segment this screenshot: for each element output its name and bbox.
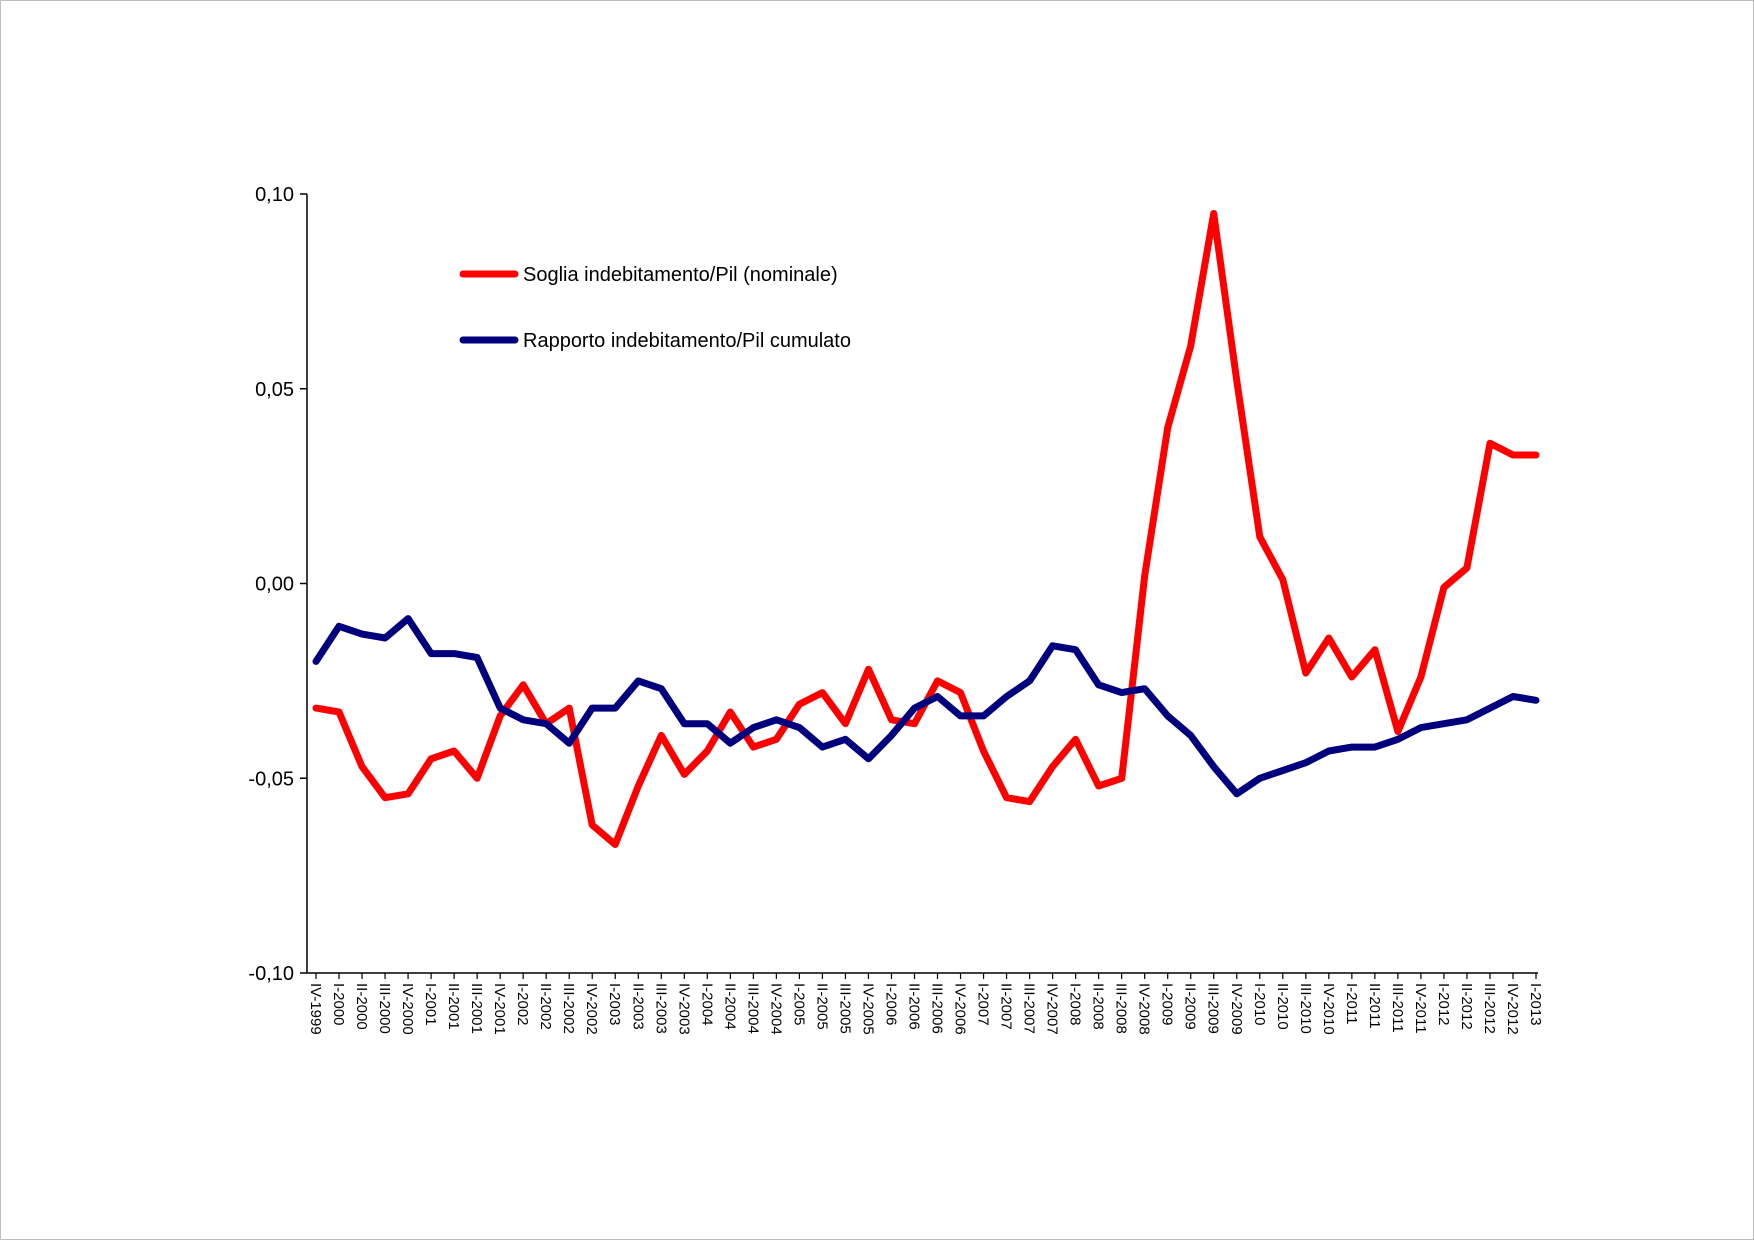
legend: Soglia indebitamento/Pil (nominale) Rappo… (459, 264, 851, 352)
x-tick-label: I-2012 (1435, 983, 1452, 1026)
y-tick-label: 0,00 (255, 574, 294, 596)
x-tick-label: III-2010 (1297, 983, 1314, 1034)
x-tick-label: II-2000 (353, 983, 370, 1030)
series-lines (312, 210, 1540, 848)
x-tick-label: II-2003 (629, 983, 646, 1030)
series-line-2 (312, 615, 1540, 798)
x-tick-label: IV-2008 (1136, 983, 1153, 1035)
x-tick-label: I-2005 (790, 983, 807, 1026)
x-tick-label: IV-2000 (399, 983, 416, 1035)
x-tick-label: III-2009 (1205, 983, 1222, 1034)
x-tick-label: I-2000 (330, 983, 347, 1026)
x-tick-label: I-2002 (514, 983, 531, 1026)
y-tick-label: 0,10 (255, 184, 294, 206)
x-tick-label: IV-2001 (491, 983, 508, 1035)
y-axis-ticks: 0,10 0,05 0,00 -0,05 -0,10 (248, 184, 307, 985)
x-tick-label: II-2012 (1458, 983, 1475, 1030)
x-tick-label: IV-2002 (583, 983, 600, 1035)
x-tick-label: IV-2003 (675, 983, 692, 1035)
x-tick-label: III-2004 (744, 983, 761, 1034)
x-tick-label: I-2007 (975, 983, 992, 1026)
x-tick-label: I-2010 (1251, 983, 1268, 1026)
x-tick-label: III-2008 (1113, 983, 1130, 1034)
x-tick-label: I-2006 (882, 983, 899, 1026)
y-tick-label: -0,05 (248, 768, 294, 790)
axes (306, 194, 1538, 974)
x-tick-label: III-2005 (836, 983, 853, 1034)
x-tick-label: I-2001 (422, 983, 439, 1026)
x-tick-label: III-2003 (652, 983, 669, 1034)
x-tick-label: IV-2012 (1504, 983, 1521, 1035)
x-tick-label: I-2003 (606, 983, 623, 1026)
x-tick-label: III-2000 (376, 983, 393, 1034)
x-tick-label: III-2002 (560, 983, 577, 1034)
x-tick-label: II-2007 (998, 983, 1015, 1030)
x-tick-label: IV-2011 (1412, 983, 1429, 1034)
y-tick-label: -0,10 (248, 963, 294, 985)
x-tick-label: II-2011 (1366, 983, 1383, 1029)
x-tick-label: III-2012 (1481, 983, 1498, 1034)
x-tick-label: II-2005 (813, 983, 830, 1030)
x-tick-label: IV-2009 (1228, 983, 1245, 1035)
x-tick-label: IV-2004 (767, 983, 784, 1035)
x-tick-label: IV-2007 (1044, 983, 1061, 1035)
x-tick-label: I-2008 (1067, 983, 1084, 1026)
legend-label-2: Rapporto indebitamento/Pil cumulato (523, 330, 851, 352)
x-tick-label: II-2004 (721, 983, 738, 1030)
y-tick-label: 0,05 (255, 379, 294, 401)
x-tick-label: II-2006 (905, 983, 922, 1030)
x-tick-label: I-2004 (698, 983, 715, 1026)
x-tick-label: I-2009 (1159, 983, 1176, 1026)
x-tick-label: II-2009 (1182, 983, 1199, 1030)
x-tick-label: II-2008 (1090, 983, 1107, 1030)
x-tick-label: III-2001 (468, 983, 485, 1034)
x-tick-label: III-2011 (1389, 983, 1406, 1033)
x-tick-label: IV-2006 (952, 983, 969, 1035)
x-tick-label: III-2007 (1021, 983, 1038, 1034)
x-tick-label: II-2002 (537, 983, 554, 1030)
x-tick-label: I-2013 (1527, 983, 1544, 1026)
x-tick-label: I-2011 (1343, 983, 1360, 1024)
x-tick-label: IV-1999 (307, 983, 324, 1035)
x-tick-label: III-2006 (929, 983, 946, 1034)
x-tick-label: IV-2010 (1320, 983, 1337, 1035)
x-tick-label: II-2001 (445, 983, 462, 1030)
x-tick-label: IV-2005 (859, 983, 876, 1035)
legend-label-1: Soglia indebitamento/Pil (nominale) (523, 264, 838, 286)
x-tick-label: II-2010 (1274, 983, 1291, 1030)
x-axis-ticks: IV-1999 I-2000 II-2000 III-2000 IV-2000 I-200… (307, 973, 1544, 1035)
